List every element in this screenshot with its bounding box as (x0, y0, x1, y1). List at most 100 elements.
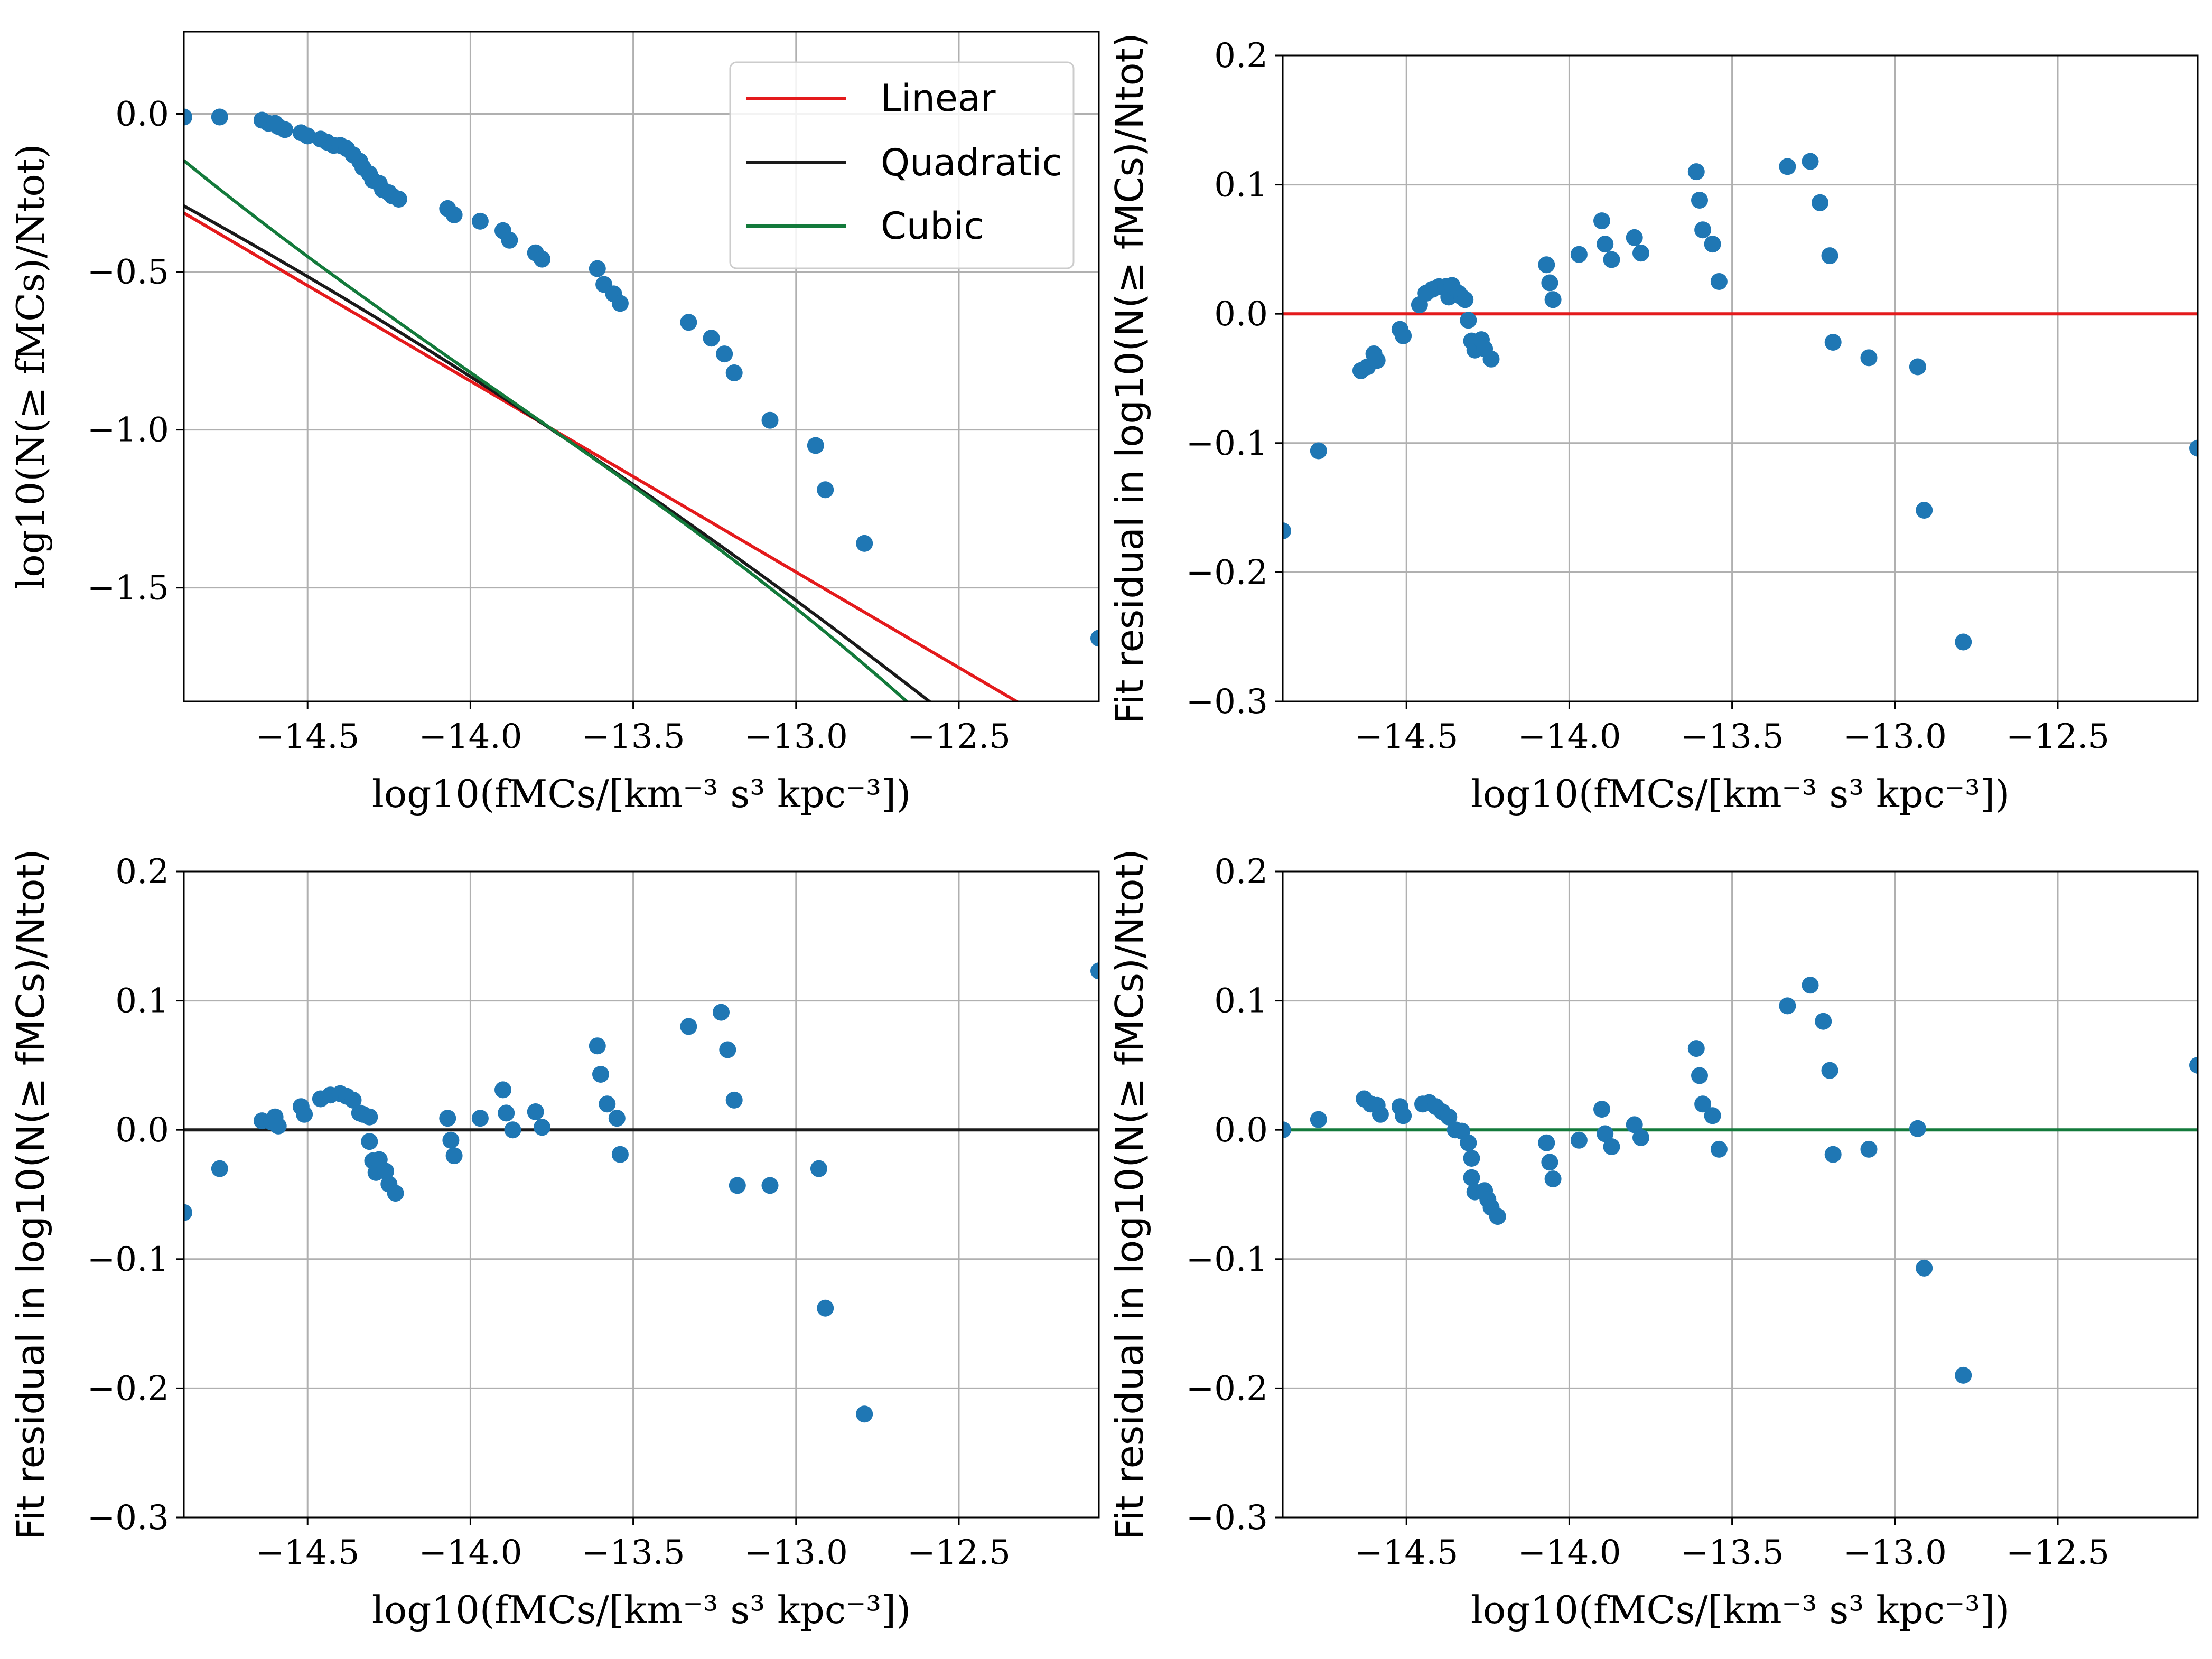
data-point (534, 250, 550, 268)
x-tick-label: −14.0 (418, 1533, 522, 1572)
data-point (1824, 1146, 1842, 1163)
y-tick-label: 0.2 (1214, 852, 1268, 892)
data-point (1687, 1040, 1705, 1057)
residual-cubic-axes-frame (1282, 870, 2199, 1519)
y-tick-label: −0.3 (87, 1498, 169, 1538)
data-point (1603, 251, 1620, 268)
data-point (2189, 439, 2198, 457)
x-tick-label: −13.0 (744, 717, 848, 756)
x-tick-label: −14.0 (418, 717, 522, 756)
data-point (1440, 1108, 1458, 1126)
fit-legend: Linear Quadratic Cubic (729, 61, 1075, 269)
data-point (1310, 442, 1327, 460)
x-axis-label: log10(fMCs/[km⁻³ s³ kpc⁻³]) (372, 1588, 911, 1632)
data-point (299, 127, 316, 145)
residual-quadratic-panel: −14.5 −14.0 −13.5 −13.0 −12.5 0.2 0.1 0.0 −0.1 −0… (8, 849, 1100, 1632)
data-point (344, 1091, 362, 1109)
data-point (1395, 1107, 1412, 1124)
data-point (445, 1147, 463, 1165)
y-tick-label: −0.1 (87, 1240, 169, 1279)
residual-quadratic-axes-frame (183, 870, 1100, 1519)
data-point (1090, 962, 1099, 980)
data-point (1955, 1366, 1972, 1384)
data-point (445, 206, 463, 223)
data-point (1815, 1013, 1832, 1030)
data-point (184, 1204, 192, 1221)
data-point (1544, 291, 1562, 308)
data-point (504, 1121, 521, 1139)
residual-cubic-panel: −14.5 −14.0 −13.5 −13.0 −12.5 0.2 0.1 0.0 −0.1 −0… (1107, 849, 2199, 1632)
data-point (817, 481, 834, 499)
residual-quadratic-xlabel: log10(fMCs/[km⁻³ s³ kpc⁻³]) (372, 1588, 911, 1632)
data-point (1779, 158, 1796, 175)
data-point (1626, 1116, 1643, 1133)
data-point (1538, 1134, 1555, 1151)
data-point (599, 1095, 616, 1113)
y-tick-label: 0.1 (1214, 982, 1268, 1021)
data-point (1626, 229, 1643, 246)
x-tick-label: −14.5 (1355, 717, 1458, 756)
data-point (1597, 236, 1614, 253)
y-tick-label: 0.0 (115, 1111, 169, 1150)
y-tick-label: −0.2 (1186, 1369, 1268, 1408)
y-tick-label: −0.5 (87, 253, 169, 292)
data-point (592, 1066, 609, 1083)
legend-quadratic-label: Quadratic (881, 141, 1062, 184)
data-point (1821, 247, 1838, 265)
data-point (856, 535, 873, 552)
data-point (1544, 1170, 1562, 1188)
data-point (1457, 291, 1474, 308)
x-tick-label: −13.0 (1843, 717, 1947, 756)
y-tick-label: 0.2 (115, 852, 169, 892)
x-tick-label: −12.5 (907, 1533, 1011, 1572)
data-point (608, 1110, 626, 1127)
data-point (1460, 312, 1477, 329)
data-point (1710, 273, 1728, 290)
data-point (1909, 1120, 1926, 1137)
fit-curves (184, 159, 1020, 701)
quadratic-fit-line (184, 204, 932, 701)
x-tick-label: −13.0 (744, 1533, 848, 1572)
data-point (1460, 1134, 1477, 1151)
data-point (1283, 522, 1291, 540)
residual-cubic-ylabel: Fit residual in log10(N(≥ fMCs)/Ntot) (1107, 849, 1152, 1540)
data-point (1916, 502, 1933, 519)
x-axis-label: log10(fMCs/[km⁻³ s³ kpc⁻³]) (372, 772, 911, 816)
data-point (1704, 236, 1721, 253)
data-point (1541, 274, 1558, 292)
data-point (211, 1160, 228, 1177)
residual-quadratic-ylabel: Fit residual in log10(N(≥ fMCs)/Ntot) (8, 849, 53, 1540)
data-point (856, 1405, 873, 1423)
data-point (1463, 1150, 1480, 1167)
fit-data-points (184, 108, 1099, 647)
residual-linear-grid (1283, 54, 2198, 702)
y-tick-label: −0.2 (1186, 553, 1268, 592)
data-point (1593, 1101, 1610, 1118)
y-axis-label: Fit residual in log10(N(≥ fMCs)/Ntot) (8, 849, 53, 1540)
data-point (713, 1004, 730, 1021)
data-point (361, 1108, 378, 1126)
cubic-fit-line (184, 159, 909, 701)
data-point (1570, 246, 1588, 263)
residual-quadratic-points (184, 962, 1099, 1423)
data-point (1687, 163, 1705, 181)
x-tick-label: −14.5 (256, 717, 359, 756)
data-point (817, 1299, 834, 1317)
y-tick-label: −0.1 (1186, 1240, 1268, 1279)
data-point (1821, 1062, 1838, 1079)
y-tick-label: −0.3 (1186, 1498, 1268, 1538)
data-point (1916, 1259, 1933, 1277)
legend-linear-label: Linear (881, 77, 996, 120)
data-point (471, 212, 489, 230)
data-point (1694, 221, 1712, 239)
x-tick-label: −14.5 (256, 1533, 359, 1572)
data-point (611, 295, 629, 312)
data-point (680, 1018, 697, 1035)
x-tick-label: −13.5 (1681, 1533, 1784, 1572)
data-point (1632, 245, 1649, 262)
data-point (611, 1146, 629, 1163)
data-point (807, 437, 824, 454)
residual-linear-ticks: −14.5 −14.0 −13.5 −13.0 −12.5 0.2 0.1 0.0 −0.1 −0… (1186, 36, 2110, 756)
data-point (729, 1177, 746, 1194)
residual-linear-axes-frame (1282, 54, 2199, 702)
